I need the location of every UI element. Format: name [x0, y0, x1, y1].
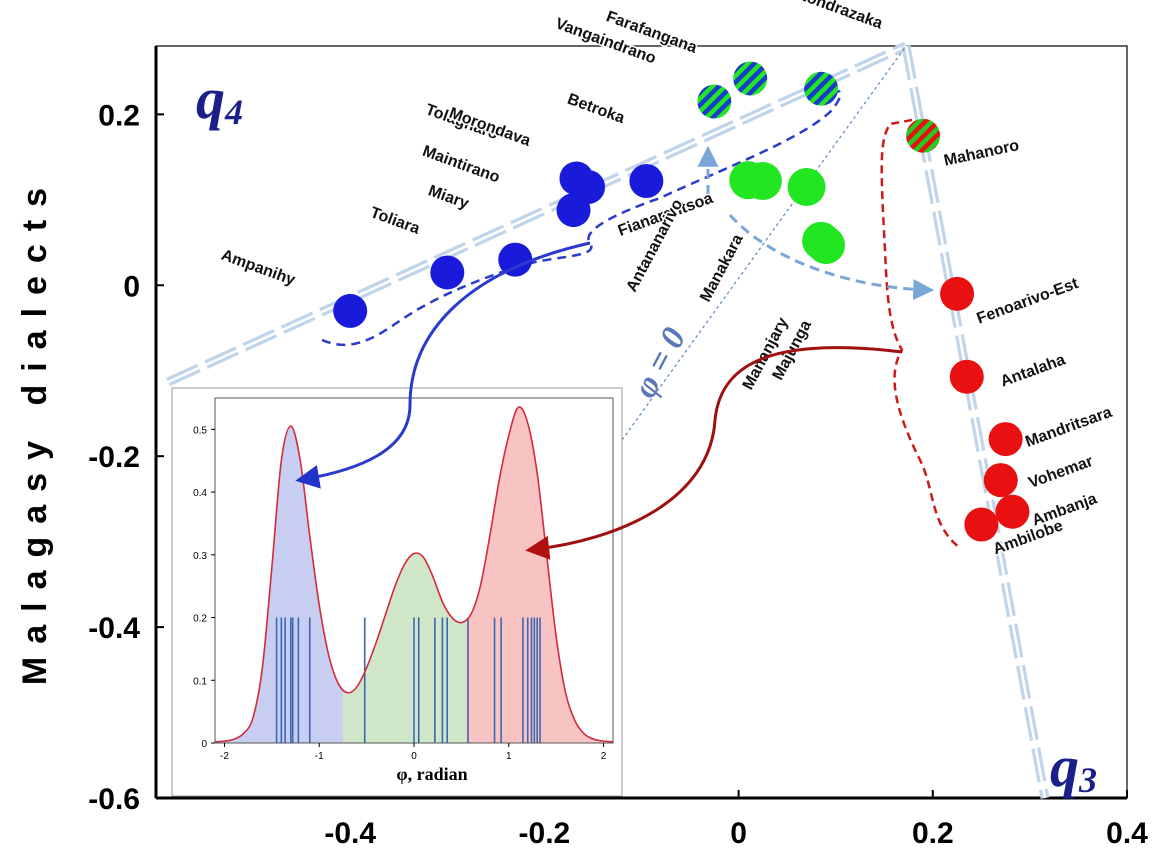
inset-y-tick-label: 0.2 [193, 614, 207, 625]
inset-x-tick-label: -2 [220, 751, 229, 762]
phi-zero-line [621, 45, 907, 441]
inset-x-tick-label: 0 [411, 751, 417, 762]
point-label-fenoarivo-est: Fenoarivo-Est [975, 275, 1082, 328]
blue-connector-arrow [295, 241, 591, 489]
phi-zero-label: φ = 0 [626, 322, 693, 404]
group-outlines [321, 89, 961, 549]
phi-arrows [697, 145, 935, 301]
point-label-miary: Miary [426, 182, 471, 212]
x-tick-label: 0.2 [912, 817, 954, 850]
density-region-0 [215, 426, 343, 743]
inset-y-tick-label: 0 [201, 739, 207, 750]
point-label-ambatondrazaka: Ambatondrazaka [758, 0, 885, 33]
inset-y-tick-label: 0.1 [193, 676, 207, 687]
point-label-manakara: Manakara [697, 232, 747, 305]
red-connector-arrow [525, 346, 903, 560]
point-label-toliara: Toliara [368, 204, 422, 238]
point-manakara [787, 168, 826, 206]
connector-arrows [295, 241, 903, 560]
x-axis-ticks: -0.4 -0.2 0 0.2 0.4 [324, 790, 1148, 850]
blue-group-outline [321, 89, 842, 347]
x-tick-label: -0.2 [519, 817, 571, 850]
point-vangaindrano [697, 84, 732, 119]
y-tick-label: -0.2 [88, 441, 140, 474]
q4-label: q4 [196, 66, 243, 132]
y-tick-label: -0.4 [88, 612, 140, 645]
inset-x-ticks: -2 -1 0 1 2 [220, 743, 607, 762]
point-miary [498, 242, 533, 277]
q-axes [166, 41, 1050, 799]
arrow-to-fenoarivo [728, 214, 935, 301]
x-tick-label: -0.4 [324, 817, 376, 850]
inset-y-ticks: 0 0.1 0.2 0.3 0.4 0.5 [193, 425, 215, 750]
q3-label: q3 [1050, 734, 1097, 800]
inset-x-tick-label: 2 [601, 751, 607, 762]
rug-marks [275, 617, 541, 743]
point-label-maintirano: Maintirano [420, 143, 502, 187]
point-label-mandritsara: Mandritsara [1023, 404, 1114, 451]
inset-y-tick-label: 0.4 [193, 488, 207, 499]
point-label-vohemar: Vohemar [1026, 453, 1095, 492]
density-region-2 [466, 407, 613, 743]
point-label-betroka: Betroka [565, 91, 627, 127]
inset-x-label: φ, radian [396, 764, 467, 784]
y-axis-ticks: 0.2 0 -0.2 -0.4 -0.6 [88, 99, 164, 816]
point-antananarivo [743, 162, 782, 201]
data-points [333, 61, 1030, 542]
point-mandritsara [988, 422, 1023, 457]
point-label-antalaha: Antalaha [998, 351, 1067, 390]
point-label-ampanihy: Ampanihy [219, 247, 298, 289]
point-label-mahanoro: Mahanoro [942, 137, 1021, 170]
red-group-outline [880, 118, 961, 549]
point-ampanihy [333, 293, 368, 328]
point-majunga [806, 226, 845, 265]
y-tick-label: 0.2 [98, 99, 140, 132]
y-tick-label: -0.6 [88, 783, 140, 816]
point-mahanoro [906, 118, 941, 153]
x-tick-label: 0 [730, 817, 747, 850]
inset-y-tick-label: 0.3 [193, 551, 207, 562]
y-axis-label: Malagasy dialects [16, 175, 54, 685]
inset-y-tick-label: 0.5 [193, 425, 207, 436]
inset-x-tick-label: -1 [315, 751, 324, 762]
density-inset: -2 -1 0 1 2 0 0.1 0.2 0.3 0.4 0.5 φ, radian [171, 387, 623, 797]
point-betroka [629, 164, 664, 199]
plot-frame [154, 45, 1128, 800]
point-morondava [571, 170, 606, 204]
point-fenoarivo-est [940, 276, 975, 311]
x-tick-label: 0.4 [1106, 817, 1148, 850]
point-ambatondrazaka [804, 71, 839, 106]
y-tick-label: 0 [123, 270, 140, 303]
point-antalaha [949, 359, 984, 394]
point-vohemar [983, 463, 1018, 498]
inset-x-tick-label: 1 [506, 751, 512, 762]
point-toliara [430, 255, 465, 290]
point-ambanja [995, 494, 1030, 529]
point-ambilobe [964, 507, 999, 542]
point-farafangana [733, 61, 768, 96]
